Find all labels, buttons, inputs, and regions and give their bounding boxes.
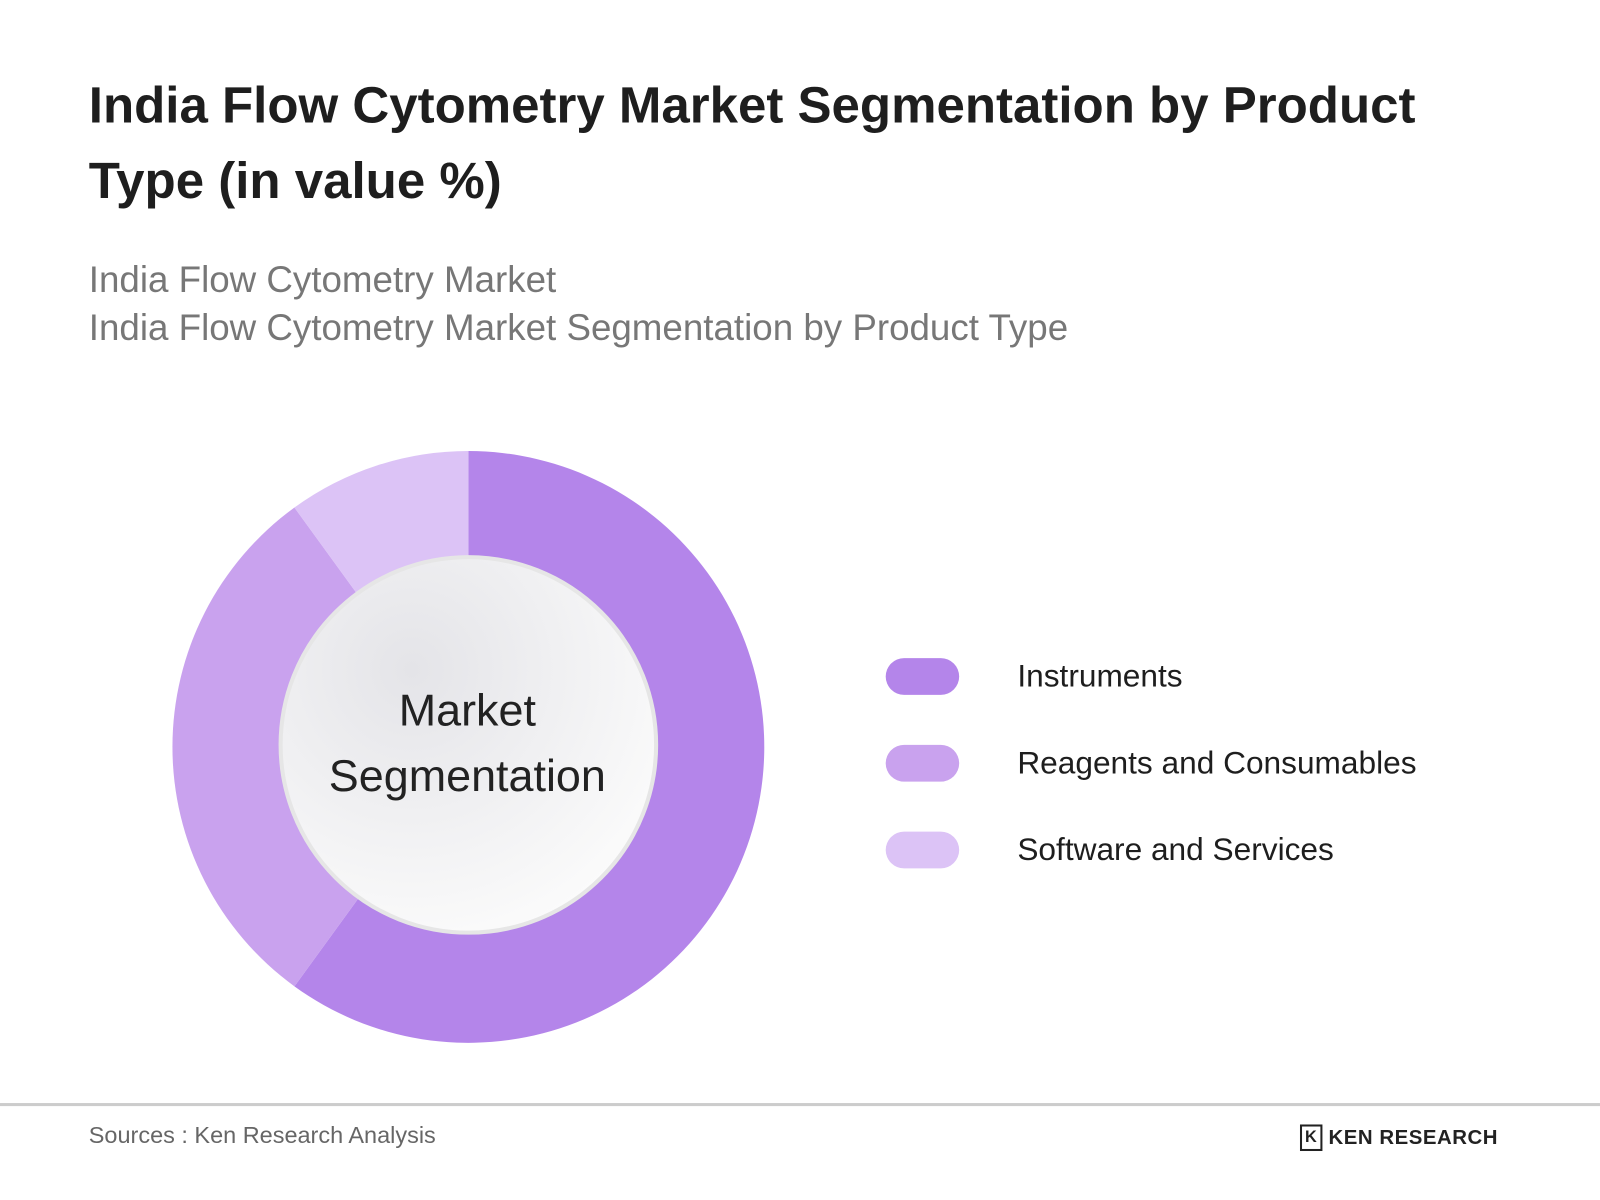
legend-item: Software and Services [885,806,1417,893]
legend-label: Instruments [1017,657,1183,694]
legend-swatch [885,744,960,782]
footer-divider [0,1103,1600,1107]
legend-label: Software and Services [1017,831,1334,867]
donut-center [278,555,659,935]
center-label-line-1: Market [398,685,536,736]
subtitle-market: India Flow Cytometry Market [88,258,557,300]
center-label-line-2: Segmentation [328,751,606,802]
source-note: Sources : Ken Research Analysis [88,1121,436,1148]
legend-item: Reagents and Consumables [885,719,1417,806]
logo-text: KEN RESEARCH [1328,1126,1498,1149]
logo-k-icon: K [1299,1124,1323,1152]
subtitle-segmentation: India Flow Cytometry Market Segmentation… [88,306,1069,348]
center-label: Market Segmentation [286,679,649,810]
legend: Instruments Reagents and Consumables Softw… [885,633,1417,893]
legend-item: Instruments [885,633,1417,720]
chart-title: India Flow Cytometry Market Segmentation… [88,76,1416,210]
ken-research-logo: K KEN RESEARCH [1299,1124,1498,1152]
legend-swatch [885,657,960,695]
legend-label: Reagents and Consumables [1017,744,1417,781]
legend-swatch [885,831,960,868]
